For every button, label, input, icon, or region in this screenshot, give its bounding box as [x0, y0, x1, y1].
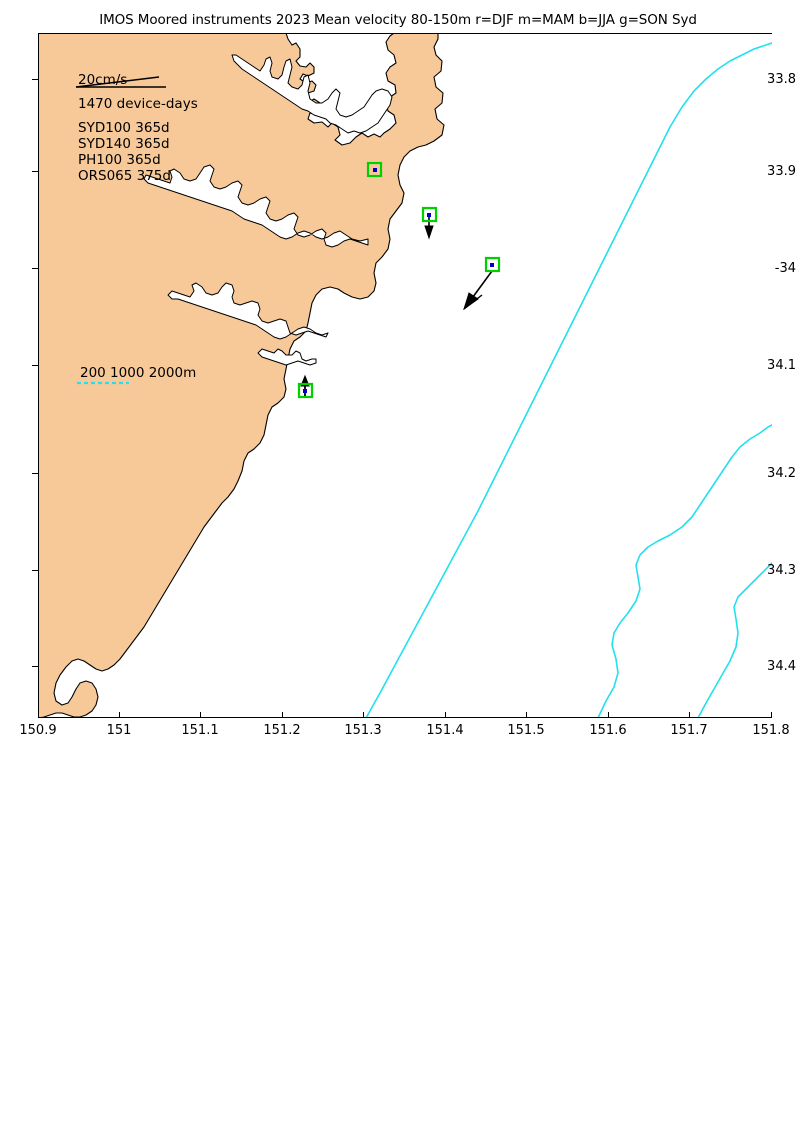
site-label-ors065: ORS065 375d — [78, 168, 171, 184]
station-marker-syd140[interactable] — [421, 206, 438, 223]
x-tick-mark-151-2 — [282, 712, 283, 718]
site-label-syd100: SYD100 365d — [78, 120, 170, 136]
velocity-arrow-ph100 — [463, 270, 493, 311]
x-tick-label-151-4: 151.4 — [426, 723, 464, 738]
x-tick-mark-151-1 — [200, 712, 201, 718]
x-tick-label-151-3: 151.3 — [344, 723, 382, 738]
scale-reference-arrow — [75, 76, 166, 88]
station-markers-layer[interactable] — [297, 161, 501, 399]
y-tick-mark-33-9 — [32, 171, 38, 172]
y-tick-label-34: -34 — [774, 261, 796, 276]
y-tick-label-34-1: 34.1 — [767, 358, 796, 373]
y-tick-label-33-8: 33.8 — [767, 72, 796, 87]
scale-label: 20cm/s — [78, 72, 128, 88]
station-marker-ors065[interactable] — [297, 382, 314, 399]
x-tick-mark-151 — [119, 712, 120, 718]
x-tick-mark-151-5 — [526, 712, 527, 718]
x-tick-label-151: 151 — [106, 723, 132, 738]
map-canvas — [38, 33, 772, 718]
y-tick-label-34-3: 34.3 — [767, 563, 796, 578]
site-label-ph100: PH100 365d — [78, 152, 161, 168]
contour-200m — [365, 42, 772, 718]
map-plot-area[interactable] — [38, 33, 772, 718]
station-marker-ph100[interactable] — [484, 256, 501, 273]
y-tick-label-34-4: 34.4 — [767, 659, 796, 674]
y-tick-mark-33-8 — [32, 79, 38, 80]
page-title: IMOS Moored instruments 2023 Mean veloci… — [99, 12, 697, 28]
hawkesbury-estuary — [231, 54, 393, 134]
x-tick-mark-150-9 — [38, 712, 39, 718]
x-tick-label-151-5: 151.5 — [507, 723, 545, 738]
x-tick-mark-151-4 — [445, 712, 446, 718]
y-tick-mark-34 — [32, 268, 38, 269]
site-label-syd140: SYD140 365d — [78, 136, 170, 152]
x-tick-label-151-6: 151.6 — [589, 723, 627, 738]
y-tick-mark-34-1 — [32, 365, 38, 366]
x-tick-label-151-1: 151.1 — [181, 723, 219, 738]
botany-bay — [167, 282, 329, 340]
device-days-label: 1470 device-days — [78, 96, 198, 112]
land-polygon — [38, 33, 445, 718]
y-tick-mark-34-2 — [32, 473, 38, 474]
y-tick-label-34-2: 34.2 — [767, 466, 796, 481]
x-tick-mark-151-3 — [363, 712, 364, 718]
station-marker-syd100[interactable] — [366, 161, 383, 178]
x-tick-label-151-2: 151.2 — [263, 723, 301, 738]
x-tick-label-151-8: 151.8 — [752, 723, 790, 738]
x-tick-label-151-7: 151.7 — [670, 723, 708, 738]
port-hacking-inlet — [257, 348, 317, 366]
contour-1000m — [597, 424, 772, 718]
velocity-arrow-syd140 — [424, 216, 434, 240]
y-tick-mark-34-4 — [32, 666, 38, 667]
x-tick-mark-151-6 — [608, 712, 609, 718]
y-tick-mark-34-3 — [32, 570, 38, 571]
contour-2000m — [697, 562, 772, 718]
x-tick-mark-151-8 — [771, 712, 772, 718]
credit-wrapper: © IMOS 22-Dec-2024 07:57:38 Hobart time — [760, 400, 786, 720]
bathymetry-label: 200 1000 2000m — [80, 365, 197, 381]
y-tick-label-33-9: 33.9 — [767, 164, 796, 179]
x-tick-label-150-9: 150.9 — [19, 723, 57, 738]
landmass-layer — [38, 33, 445, 718]
x-tick-mark-151-7 — [689, 712, 690, 718]
bathymetry-layer — [365, 42, 772, 718]
sydney-harbour — [143, 164, 369, 248]
